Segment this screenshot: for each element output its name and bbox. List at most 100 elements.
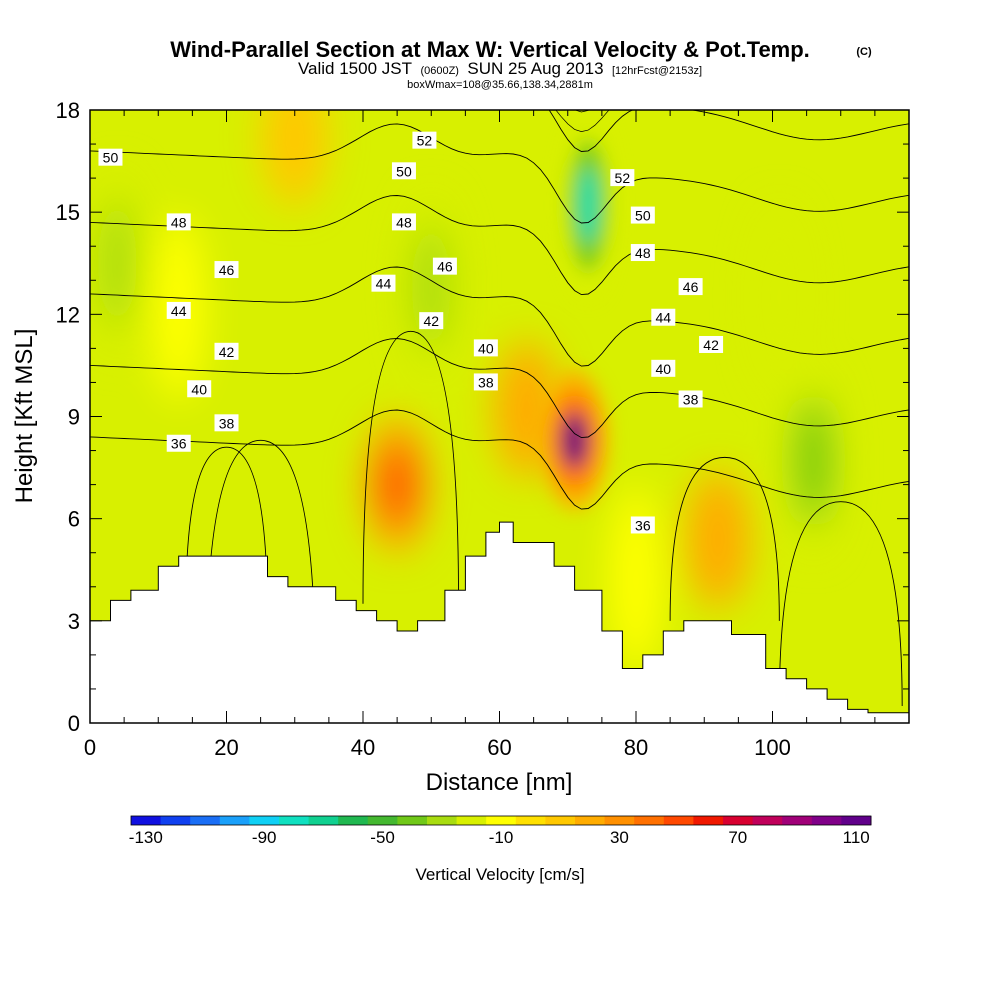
contour-label-text: 38 xyxy=(478,374,494,390)
subtitle-date: SUN 25 Aug 2013 xyxy=(467,59,603,78)
contour-label: 52 xyxy=(610,169,635,187)
contour-label-text: 46 xyxy=(437,259,453,275)
contour-label-text: 52 xyxy=(615,170,631,186)
y-tick-label: 12 xyxy=(56,302,80,327)
contour-label-text: 50 xyxy=(635,208,651,224)
contour-label-box xyxy=(214,342,239,360)
contour-label: 48 xyxy=(166,213,191,231)
colorbar-tick-label: 70 xyxy=(728,828,747,847)
contour-label: 42 xyxy=(419,312,444,330)
theta-contour-44 xyxy=(90,123,909,224)
contour-label-box xyxy=(473,373,498,391)
colorbar-segment xyxy=(545,816,576,825)
colorbar-segment xyxy=(811,816,842,825)
colorbar-segment xyxy=(634,816,665,825)
contour-label-box xyxy=(166,301,191,319)
theta-contour-40 xyxy=(90,266,909,367)
colorbar-tick-label: -130 xyxy=(129,828,163,847)
colorbar-segment xyxy=(249,816,280,825)
colorbar-segment xyxy=(308,816,339,825)
contour-label-text: 42 xyxy=(423,313,439,329)
velocity-feature-downdraft-9 xyxy=(751,202,808,393)
theta-contour-42 xyxy=(90,195,909,296)
contour-label-text: 48 xyxy=(171,214,187,230)
chart-title: Wind-Parallel Section at Max W: Vertical… xyxy=(170,37,810,62)
contour-label: 46 xyxy=(432,257,457,275)
contour-label-box xyxy=(651,359,676,377)
x-tick-label: 80 xyxy=(624,735,648,760)
theta-contour-50 xyxy=(90,0,909,9)
contour-label-text: 46 xyxy=(219,262,235,278)
contour-label: 38 xyxy=(473,373,498,391)
contour-label-box xyxy=(412,131,437,149)
contour-label-box xyxy=(214,261,239,279)
contour-label: 50 xyxy=(391,162,416,180)
colorbar-segment xyxy=(575,816,606,825)
title-mark: (C) xyxy=(856,46,872,58)
contour-label-box xyxy=(166,213,191,231)
contour-label-text: 44 xyxy=(171,303,187,319)
contour-label-box xyxy=(98,148,123,166)
contour-label: 38 xyxy=(214,414,239,432)
contour-label-text: 36 xyxy=(171,436,187,452)
contour-label-text: 50 xyxy=(103,150,119,166)
contour-labels: 50 48 46 44 42 40 38 36 52 50 48 46 44 42 40 38 52 50 48 46… xyxy=(98,131,724,534)
contour-label: 38 xyxy=(678,390,703,408)
colorbar-segment xyxy=(782,816,813,825)
colorbar-segment xyxy=(604,816,635,825)
velocity-feature-downdraft-7 xyxy=(90,168,146,359)
colorbar-frame xyxy=(130,815,872,826)
contour-label-box xyxy=(473,339,498,357)
y-tick-label: 9 xyxy=(68,405,80,430)
velocity-feature-updraft-4 xyxy=(260,110,329,208)
velocity-cores xyxy=(540,110,617,511)
colorbar-tick-label: -50 xyxy=(370,828,395,847)
contour-label-text: 40 xyxy=(656,361,672,377)
contour-label-box xyxy=(610,169,635,187)
colorbar-segment xyxy=(160,816,191,825)
colorbar-segment xyxy=(279,816,310,825)
contour-label-text: 48 xyxy=(396,214,412,230)
contour-label: 36 xyxy=(630,516,655,534)
contour-label: 44 xyxy=(166,301,191,319)
contour-label: 36 xyxy=(166,434,191,452)
contour-label: 46 xyxy=(214,261,239,279)
contour-label-text: 40 xyxy=(191,381,207,397)
contour-label-box xyxy=(699,335,724,353)
contour-label-box xyxy=(166,434,191,452)
subtitle-forecast: [12hrFcst@2153z] xyxy=(612,65,702,77)
info-line: boxWmax=108@35.66,138.34,2881m xyxy=(407,79,593,91)
contour-label-text: 44 xyxy=(376,276,392,292)
contour-label: 40 xyxy=(473,339,498,357)
contour-label-box xyxy=(187,380,212,398)
contour-label-text: 48 xyxy=(635,245,651,261)
x-axis-label: Distance [nm] xyxy=(426,769,573,796)
velocity-field xyxy=(90,110,842,675)
colorbar-tick-label: -10 xyxy=(489,828,514,847)
colorbar-segment xyxy=(663,816,694,825)
subtitle-valid: Valid 1500 JST xyxy=(298,59,412,78)
contour-label-text: 36 xyxy=(635,517,651,533)
colorbar: -130 -90 -50 -10 30 70 110 xyxy=(129,815,872,847)
contour-label-text: 42 xyxy=(703,337,719,353)
theta-contour-36 xyxy=(90,409,909,510)
theta-contour-dome xyxy=(778,501,903,706)
contour-label: 48 xyxy=(391,213,416,231)
velocity-feature-updraft-3 xyxy=(683,469,752,610)
colorbar-segment xyxy=(752,816,783,825)
colorbar-segment xyxy=(219,816,250,825)
colorbar-tick-label: 110 xyxy=(843,828,870,847)
velocity-feature-downdraft-5 xyxy=(560,110,617,301)
y-tick-label: 18 xyxy=(56,98,80,123)
contour-label: 52 xyxy=(412,131,437,149)
x-tick-label: 100 xyxy=(754,735,791,760)
contour-label-text: 42 xyxy=(219,344,235,360)
contour-label: 44 xyxy=(651,308,676,326)
y-axis-label: Height [Kft MSL] xyxy=(11,329,38,504)
contour-label: 46 xyxy=(678,278,703,296)
colorbar-segment xyxy=(190,816,221,825)
contour-label-text: 38 xyxy=(683,391,699,407)
x-tick-label: 0 xyxy=(84,735,96,760)
